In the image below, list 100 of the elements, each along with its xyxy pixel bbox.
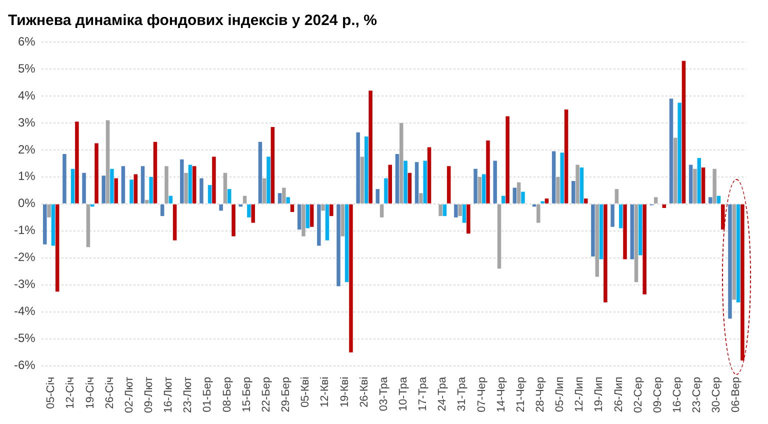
bar [302,204,306,236]
x-tick-label: 17-Тра [417,376,430,412]
bar [228,189,232,204]
x-tick-label: 28-Чер [534,376,547,412]
bar [506,116,510,204]
bar [184,172,188,204]
bar [380,204,384,218]
x-tick-label: 05-Січ [45,376,58,409]
x-tick-label: 23-Лют [182,376,194,414]
y-tick-label: 0% [18,196,36,210]
bar [662,204,666,208]
x-tick-label: 16-Лют [162,376,175,414]
bar [556,176,560,204]
bar [270,127,275,204]
x-tick-label: 30-Сер [710,376,723,413]
bar [62,154,66,204]
x-tick-label: 19-Січ [84,376,96,409]
bar [134,174,138,204]
bar [576,164,580,204]
x-tick-label: 02-Сер [632,376,644,413]
bar [114,178,118,204]
bar [172,204,177,240]
x-tick-label: 26-Лип [612,376,625,412]
bar [654,197,658,204]
y-tick-label: 2% [18,142,36,156]
bar [438,204,442,216]
bar [395,154,400,204]
y-tick-label: -2% [14,250,36,264]
bar [297,204,302,230]
bar [306,204,310,228]
bar [145,200,149,204]
y-tick-label: 4% [18,88,36,102]
x-tick-label: 16-Сер [672,376,684,413]
bar [364,136,368,204]
bar [47,204,51,218]
bar [51,204,56,246]
bar [423,160,427,204]
bar [580,167,584,204]
bar [638,204,642,256]
bar [356,132,360,204]
x-tick-label: 06-Вер [730,376,742,412]
bar [634,204,638,282]
bar [478,176,482,204]
y-tick-label: -1% [14,223,36,238]
x-tick-label: 05-Кві [300,376,312,408]
bar [262,178,266,204]
bar [712,168,716,204]
x-tick-label: 24-Тра [436,376,449,412]
bar [708,197,712,204]
bar [86,204,90,248]
bar [458,204,462,216]
bar [669,98,674,204]
bar [258,142,262,204]
bar [728,204,732,319]
bar [536,204,540,223]
bar [630,204,634,260]
bar [512,188,517,204]
x-tick-label: 12-Кві [319,376,332,408]
x-tick-label: 09-Сер [652,376,664,413]
x-tick-label: 26-Січ [104,376,116,409]
x-tick-label: 01-Бер [202,376,214,412]
bar [584,198,588,204]
bar [43,204,47,244]
bar [721,204,725,230]
bar [493,160,497,204]
bar [219,204,223,211]
bar [106,120,110,204]
bar [149,176,153,204]
bar [497,204,502,269]
bar [340,204,345,236]
bar [110,168,114,204]
y-tick-label: -5% [14,331,36,346]
bar [466,204,470,234]
bar [544,198,549,204]
bar [330,204,334,216]
bar [242,196,247,204]
bar [223,172,228,204]
bar [130,180,134,204]
bar [595,204,599,277]
x-tick-label: 07-Чер [476,376,488,412]
x-tick-label: 19-Кві [338,376,351,408]
bar [251,204,255,223]
bar [642,204,646,294]
bar [102,176,106,204]
chart-title: Тижнева динаміка фондових індексів у 2024 р., % [8,12,377,30]
bar [604,204,608,302]
bar [740,204,744,360]
x-tick-label: 21-Чер [514,376,527,412]
bar [560,152,564,204]
x-tick-label: 12-Січ [64,376,77,409]
bar [388,164,392,204]
bar [82,172,86,204]
bar [188,164,192,204]
y-tick-label: -3% [14,277,36,292]
bar [140,166,145,204]
x-tick-label: 05-Лип [554,376,566,412]
x-tick-label: 15-Бер [240,376,253,412]
bar [286,197,290,204]
bar [521,192,525,204]
y-tick-label: 6% [18,34,36,48]
